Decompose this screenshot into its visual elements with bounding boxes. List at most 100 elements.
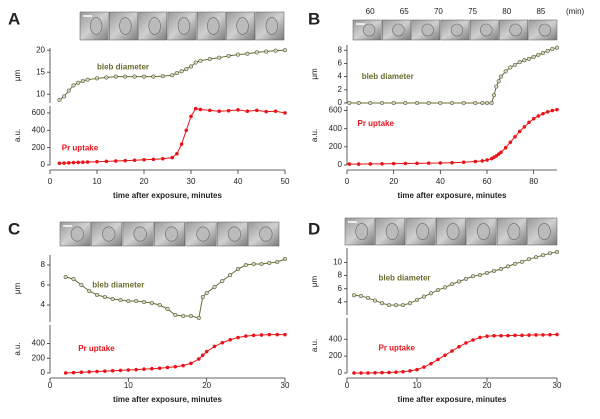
uptake-chart: 0 200 400 600 a.u. 0 20 40 60 80 time after exposu… <box>310 106 559 200</box>
data-point <box>132 158 137 163</box>
data-point <box>527 120 531 125</box>
x-tick-label: 40 <box>234 177 243 186</box>
x-tick-label: 60 <box>483 177 492 186</box>
data-point <box>181 313 186 319</box>
cell-image <box>259 226 273 242</box>
data-point <box>512 62 518 67</box>
data-point <box>386 303 392 308</box>
data-point <box>426 100 431 106</box>
data-point <box>173 364 178 369</box>
x-tick-label: 10 <box>124 381 133 390</box>
data-point <box>426 161 431 166</box>
data-point <box>491 93 497 98</box>
data-point <box>81 160 85 165</box>
data-point <box>282 256 288 262</box>
data-point <box>548 332 552 337</box>
data-point <box>264 49 269 54</box>
x-axis-label: time after exposure, minutes <box>398 191 507 200</box>
time-annotation: (min) <box>566 7 585 16</box>
data-point <box>351 293 357 298</box>
y-tick-label: 400 <box>32 339 46 348</box>
data-point <box>193 106 198 111</box>
x-tick-label: 20 <box>389 177 398 186</box>
data-point <box>545 48 550 53</box>
y-tick-label: 600 <box>32 108 46 117</box>
data-point <box>63 371 68 375</box>
cell-image <box>446 223 460 240</box>
data-point <box>496 79 501 84</box>
data-point <box>449 100 455 106</box>
data-point <box>226 53 231 58</box>
data-point <box>71 276 76 282</box>
data-point <box>226 108 231 113</box>
data-point <box>512 261 518 266</box>
x-tick-label: 20 <box>483 381 492 390</box>
x-tick-label: 30 <box>187 177 196 186</box>
data-point <box>477 272 483 277</box>
data-point <box>264 109 269 114</box>
data-point <box>526 56 532 61</box>
data-point <box>438 161 443 165</box>
data-point <box>428 291 434 296</box>
time-annotation: 60 <box>366 7 375 16</box>
panel-label: B <box>308 9 320 28</box>
data-point <box>522 58 527 63</box>
cell-image <box>119 17 132 35</box>
data-point <box>151 157 156 162</box>
data-point <box>545 110 550 114</box>
data-point <box>132 74 137 79</box>
time-annotation: 70 <box>434 7 443 16</box>
y-tick-label: 4 <box>338 297 343 306</box>
data-point <box>243 334 248 338</box>
data-point <box>174 71 179 76</box>
y-axis-label: a.u. <box>310 339 319 352</box>
data-point <box>368 100 373 106</box>
data-point <box>170 155 175 160</box>
data-point <box>506 333 510 338</box>
data-point <box>442 285 448 290</box>
data-point <box>173 312 178 318</box>
data-point <box>118 368 123 373</box>
data-point <box>204 349 209 354</box>
data-point <box>387 370 391 375</box>
data-point <box>217 55 222 60</box>
cell-image <box>196 226 210 242</box>
data-point <box>373 370 377 375</box>
y-tick-label: 6 <box>338 59 343 68</box>
data-point <box>157 366 162 371</box>
data-point <box>196 315 201 321</box>
data-point <box>461 160 466 165</box>
cell-image <box>450 23 464 37</box>
data-point <box>126 368 131 372</box>
cell-image <box>362 23 376 37</box>
data-point <box>485 334 489 339</box>
data-point <box>358 293 364 299</box>
data-point <box>491 268 497 274</box>
data-point <box>531 54 536 59</box>
data-point <box>123 74 128 79</box>
data-point <box>492 333 496 338</box>
data-point <box>175 151 179 156</box>
x-tick-label: 10 <box>413 381 422 390</box>
data-point <box>228 337 233 342</box>
data-point <box>142 157 146 162</box>
data-point <box>533 255 539 260</box>
data-point <box>193 60 198 65</box>
y-tick-label: 4 <box>41 300 46 309</box>
x-tick-label: 0 <box>48 381 53 390</box>
data-point <box>473 100 478 106</box>
data-point <box>380 370 384 375</box>
data-point <box>275 332 280 337</box>
data-point <box>554 45 560 50</box>
data-point <box>372 298 378 303</box>
data-point <box>62 161 66 165</box>
data-point <box>540 253 546 258</box>
series-label: Pr uptake <box>62 144 99 153</box>
cell-image <box>509 23 522 37</box>
data-point <box>429 361 433 366</box>
data-point <box>408 369 412 373</box>
data-point <box>484 100 490 106</box>
data-point <box>505 264 511 269</box>
y-tick-label: 0 <box>338 160 343 169</box>
data-point <box>189 114 193 119</box>
